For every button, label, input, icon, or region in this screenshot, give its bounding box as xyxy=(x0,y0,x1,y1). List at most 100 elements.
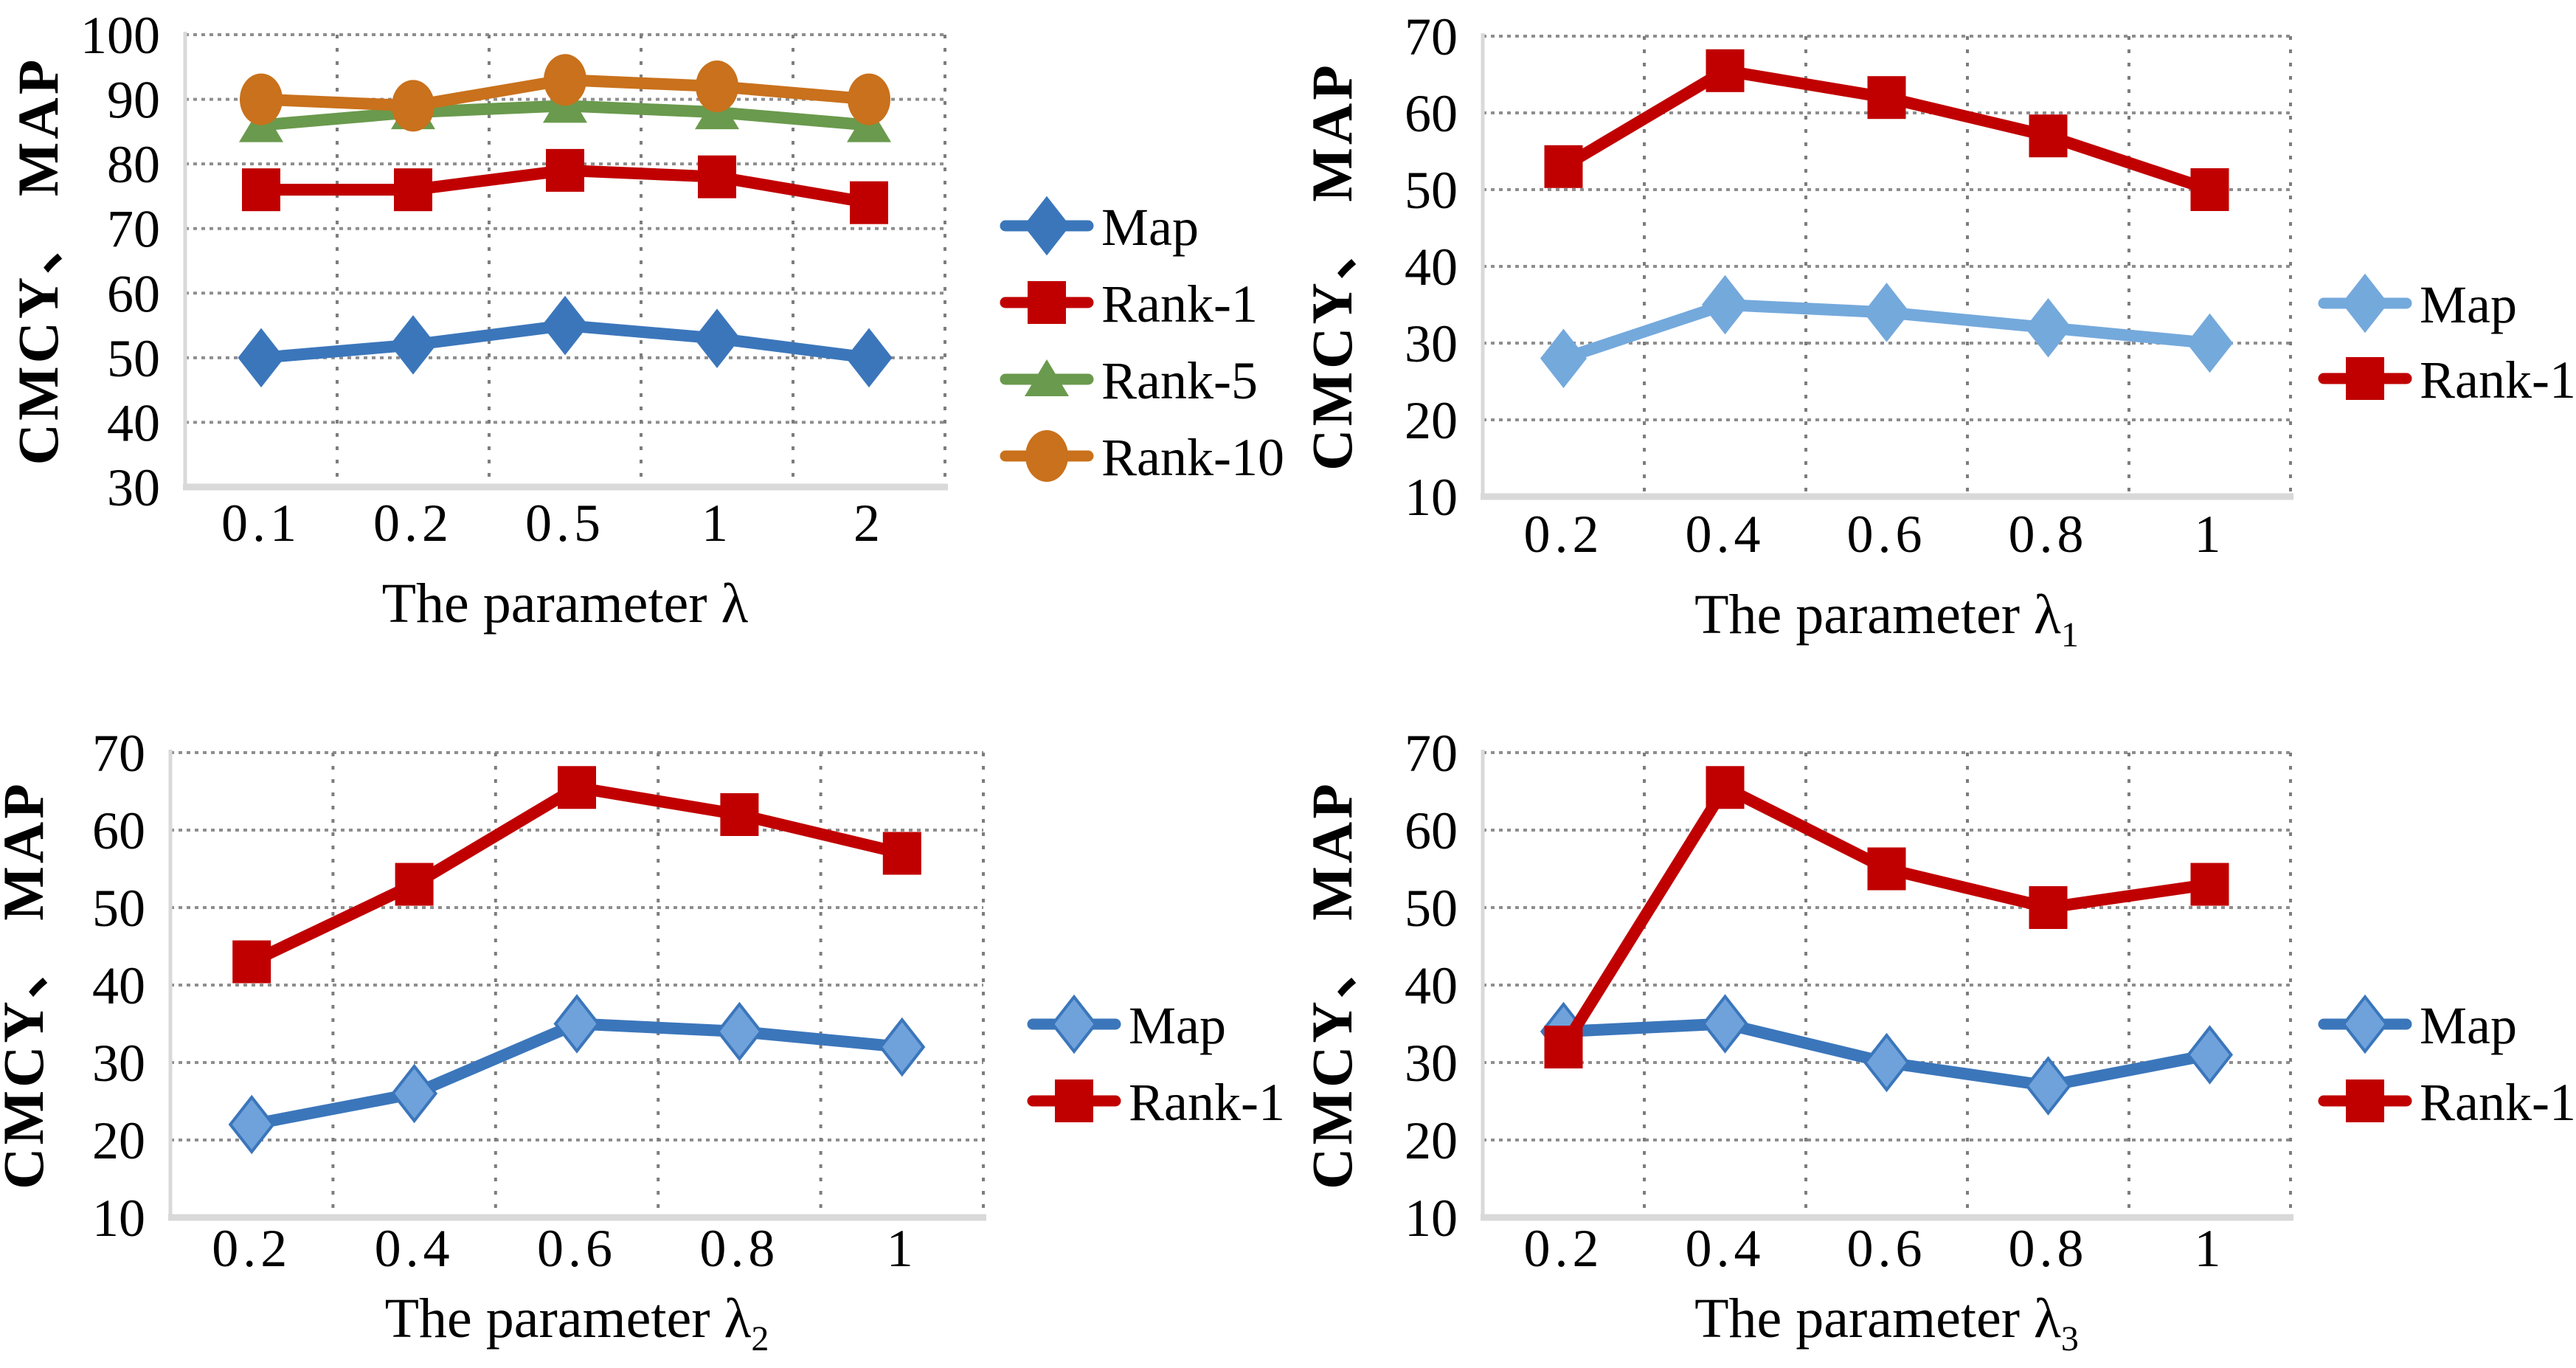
legend-label: Rank-1 xyxy=(2420,350,2576,410)
legend-item-Map: Map xyxy=(1027,994,1226,1055)
y-tick-label: 90 xyxy=(107,71,160,130)
y-tick-label: 40 xyxy=(92,956,145,1015)
x-tick-label: 0.8 xyxy=(2009,1219,2088,1278)
y-tick-label: 20 xyxy=(1405,1111,1458,1170)
x-tick-label: 0.6 xyxy=(1847,1219,1927,1278)
marker-diamond xyxy=(845,328,893,388)
y-tick-label: 60 xyxy=(107,264,160,323)
x-tick-label: 1 xyxy=(2195,505,2226,564)
x-tick-label: 0.2 xyxy=(373,494,453,553)
y-tick-label: 80 xyxy=(107,135,160,194)
marker-square xyxy=(1544,145,1583,188)
y-tick-label: 30 xyxy=(1405,314,1458,373)
legend-label: Rank-1 xyxy=(2420,1073,2576,1132)
legend-item-Rank-5: Rank-5 xyxy=(1000,351,1258,410)
x-tick-label: 0.8 xyxy=(2009,505,2088,564)
marker-square xyxy=(1706,766,1745,809)
y-tick-label: 70 xyxy=(1405,724,1458,783)
marker-square xyxy=(1028,281,1066,324)
marker-diamond xyxy=(2341,273,2389,334)
y-tick-label: 70 xyxy=(107,200,160,259)
legend-item-Rank-1: Rank-1 xyxy=(2318,350,2576,410)
y-tick-label: 10 xyxy=(1405,1189,1458,1248)
marker-diamond xyxy=(391,1063,438,1124)
y-tick-label: 10 xyxy=(1405,468,1458,527)
legend-label: Map xyxy=(2420,996,2517,1055)
legend-item-Rank-10: Rank-10 xyxy=(1000,428,1284,487)
y-tick-label: 20 xyxy=(1405,391,1458,450)
marker-diamond xyxy=(2024,297,2072,358)
y-tick-label: 60 xyxy=(1405,801,1458,860)
marker-square xyxy=(2029,886,2068,929)
y-tick-label: 50 xyxy=(1405,879,1458,938)
marker-diamond xyxy=(1540,328,1588,389)
marker-circle xyxy=(848,73,890,125)
marker-diamond xyxy=(389,315,437,375)
marker-diamond xyxy=(228,1094,275,1155)
x-tick-label: 0.2 xyxy=(1524,1219,1604,1278)
y-axis-title: CMCY、 MAP xyxy=(1300,781,1364,1189)
marker-square xyxy=(1867,76,1906,120)
marker-square xyxy=(232,940,271,984)
marker-diamond xyxy=(1701,274,1749,335)
marker-square xyxy=(850,181,888,224)
x-tick-label: 1 xyxy=(702,494,733,553)
y-tick-label: 10 xyxy=(92,1189,145,1248)
legend-label: Map xyxy=(1129,996,1226,1055)
marker-square xyxy=(2346,357,2384,400)
marker-diamond xyxy=(238,328,285,388)
marker-diamond xyxy=(2024,1056,2072,1116)
marker-square xyxy=(698,155,736,198)
legend-label: Map xyxy=(1101,198,1199,257)
x-tick-label: 0.2 xyxy=(212,1219,291,1278)
legend: Map Rank-1 Rank-5 Rank-10 xyxy=(1000,196,1284,487)
y-tick-label: 30 xyxy=(92,1034,145,1093)
marker-diamond xyxy=(553,994,600,1054)
x-tick-label: 0.4 xyxy=(375,1219,454,1278)
marker-square xyxy=(1867,847,1906,891)
y-tick-label: 70 xyxy=(92,724,145,783)
chart-bottom-right: 10 20 30 40 50 60 70 0.2 0.4 0.6 0.8 1 The parameter… xyxy=(1300,724,2576,1358)
y-tick-label: 60 xyxy=(1405,84,1458,143)
x-axis-title: The parameter λ1 xyxy=(1694,584,2079,654)
y-tick-label: 70 xyxy=(1405,7,1458,66)
legend-item-Map: Map xyxy=(2318,994,2517,1055)
y-tick-label: 50 xyxy=(1405,161,1458,220)
legend-label: Rank-10 xyxy=(1101,428,1284,487)
x-tick-label: 0.2 xyxy=(1524,505,1604,564)
legend-item-Rank-1: Rank-1 xyxy=(1000,274,1258,334)
series-line-Rank-1 xyxy=(1557,781,2216,1053)
marker-square xyxy=(394,168,432,212)
legend-item-Map: Map xyxy=(1000,196,1199,257)
marker-diamond xyxy=(1050,994,1098,1054)
legend-label: Rank-1 xyxy=(1129,1073,1285,1132)
chart-bottom-left: 10 20 30 40 50 60 70 0.2 0.4 0.6 0.8 1 The parameter… xyxy=(0,724,1285,1358)
marker-diamond xyxy=(1023,196,1070,256)
marker-square xyxy=(2190,863,2229,906)
marker-circle xyxy=(544,54,586,106)
marker-circle xyxy=(1025,430,1068,482)
marker-diamond xyxy=(716,1001,763,1062)
x-tick-label: 0.1 xyxy=(221,494,301,553)
y-tick-label: 50 xyxy=(107,329,160,388)
marker-square xyxy=(558,766,596,809)
marker-square xyxy=(1544,1026,1583,1068)
marker-diamond xyxy=(1701,994,1749,1054)
x-tick-label: 1 xyxy=(887,1219,918,1278)
marker-diamond xyxy=(1863,1032,1911,1093)
marker-square xyxy=(882,832,921,875)
legend: Map Rank-1 xyxy=(1027,994,1285,1132)
y-tick-label: 30 xyxy=(1405,1034,1458,1093)
legend-label: Rank-1 xyxy=(1101,274,1258,334)
marker-square xyxy=(1055,1079,1093,1122)
x-tick-label: 0.6 xyxy=(537,1219,617,1278)
y-axis-title: CMCY、 MAP xyxy=(0,781,55,1189)
marker-diamond xyxy=(1863,283,1911,342)
y-tick-label: 60 xyxy=(92,801,145,860)
marker-diamond xyxy=(693,308,741,368)
legend-item-Rank-1: Rank-1 xyxy=(2318,1073,2576,1132)
y-tick-label: 30 xyxy=(107,458,160,517)
chart-top-right: 10 20 30 40 50 60 70 0.2 0.4 0.6 0.8 1 The parameter… xyxy=(1300,7,2576,654)
